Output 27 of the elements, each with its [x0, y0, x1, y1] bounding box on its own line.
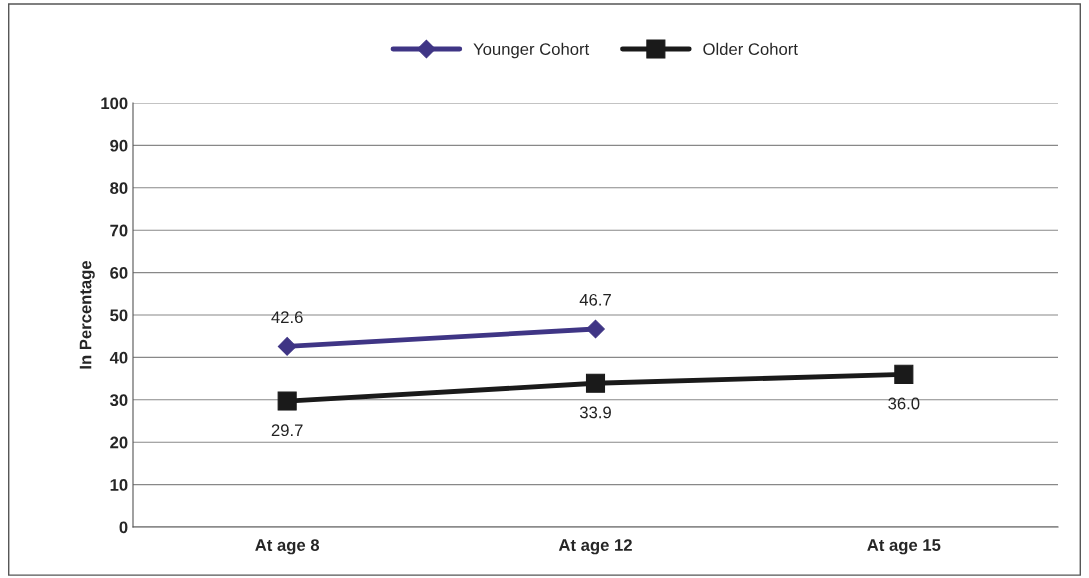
x-tick-label: At age 8	[255, 539, 320, 555]
y-tick-label: 30	[109, 394, 128, 407]
point	[277, 337, 297, 356]
data-label: 29.7	[271, 424, 303, 437]
y-tick-label: 100	[101, 97, 128, 110]
data-label: 46.7	[579, 293, 611, 306]
y-tick-label: 10	[110, 479, 128, 491]
point	[586, 319, 605, 339]
y-tick-label: 60	[110, 267, 128, 279]
data-label: 33.9	[579, 406, 611, 419]
y-tick-label: 80	[110, 182, 128, 194]
y-tick-label: 50	[110, 309, 128, 322]
y-tick-label: 20	[110, 436, 128, 449]
y-tick-label: 90	[110, 139, 128, 152]
data-label: 36.0	[888, 397, 920, 410]
x-tick-label: At age 15	[867, 539, 941, 555]
data-label: 42.6	[271, 311, 303, 324]
legend-label: Younger Cohort	[473, 42, 590, 59]
y-tick-label: 0	[119, 521, 128, 534]
y-axis-title: In Percentage	[79, 260, 95, 369]
y-tick-label: 40	[109, 351, 128, 364]
point	[894, 364, 914, 384]
legend-label: Older Cohort	[703, 42, 798, 56]
x-tick-label: At age 12	[558, 539, 632, 555]
point	[277, 391, 297, 411]
point	[585, 373, 606, 393]
y-tick-label: 70	[110, 224, 128, 237]
